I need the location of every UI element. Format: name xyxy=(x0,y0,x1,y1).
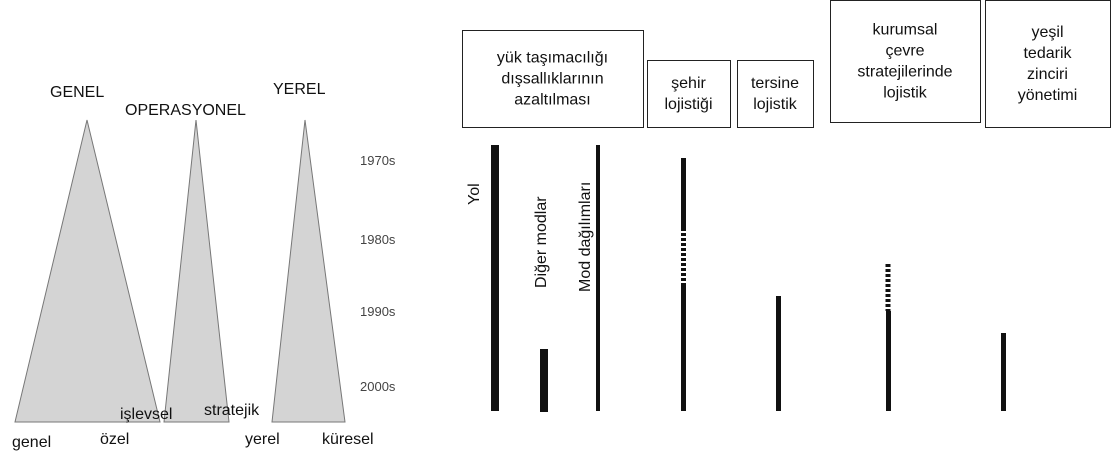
decade-label: 2000s xyxy=(360,379,396,394)
triangle xyxy=(271,119,346,423)
box-text: stratejilerinde xyxy=(857,64,952,81)
box-text: tersine xyxy=(751,75,799,92)
box-text: yük taşımacılığı xyxy=(497,50,608,67)
bar-label: Mod dağılımları xyxy=(577,182,594,292)
timeline-bar xyxy=(491,145,499,411)
triangle-label: OPERASYONEL xyxy=(125,102,246,119)
triangle xyxy=(14,119,161,423)
triangle-label: GENEL xyxy=(50,84,104,101)
decade-label: 1980s xyxy=(360,232,396,247)
box-text: lojistik xyxy=(753,96,798,113)
timeline-bar xyxy=(886,311,891,411)
timeline-bar xyxy=(540,349,548,412)
timeline-bar xyxy=(681,286,686,411)
box-text: yönetimi xyxy=(1018,87,1078,104)
timeline-bar xyxy=(596,145,600,411)
triangle xyxy=(163,119,230,423)
bottom-label: işlevsel xyxy=(120,406,172,423)
decade-label: 1990s xyxy=(360,304,396,319)
triangle-label: YEREL xyxy=(273,81,326,98)
bottom-label: küresel xyxy=(322,431,374,448)
box xyxy=(462,30,644,128)
box-text: zinciri xyxy=(1027,66,1068,83)
timeline-bar xyxy=(776,296,781,411)
bottom-label: stratejik xyxy=(204,402,260,419)
box-text: lojistik xyxy=(883,85,928,102)
box xyxy=(830,0,981,123)
box-text: kurumsal xyxy=(873,22,938,39)
box-text: şehir xyxy=(671,75,706,92)
box-text: lojistiği xyxy=(664,96,712,113)
decade-label: 1970s xyxy=(360,153,396,168)
timeline-bar xyxy=(1001,333,1006,411)
box-text: dışsallıklarının xyxy=(501,71,603,88)
box xyxy=(985,0,1111,128)
timeline-bar xyxy=(681,158,686,228)
bottom-label: özel xyxy=(100,431,129,448)
bar-label: Diğer modlar xyxy=(533,196,550,288)
bottom-label: yerel xyxy=(245,431,280,448)
box xyxy=(737,60,814,128)
bar-label: Yol xyxy=(466,183,483,205)
box xyxy=(647,60,731,128)
box-text: tedarik xyxy=(1023,45,1072,62)
box-text: çevre xyxy=(885,43,924,60)
box-text: azaltılması xyxy=(514,92,590,109)
bottom-label: genel xyxy=(12,434,51,451)
boxes: yük taşımacılığı dışsallıklarının azaltılm… xyxy=(462,0,1111,128)
box-text: yeşil xyxy=(1031,24,1063,41)
